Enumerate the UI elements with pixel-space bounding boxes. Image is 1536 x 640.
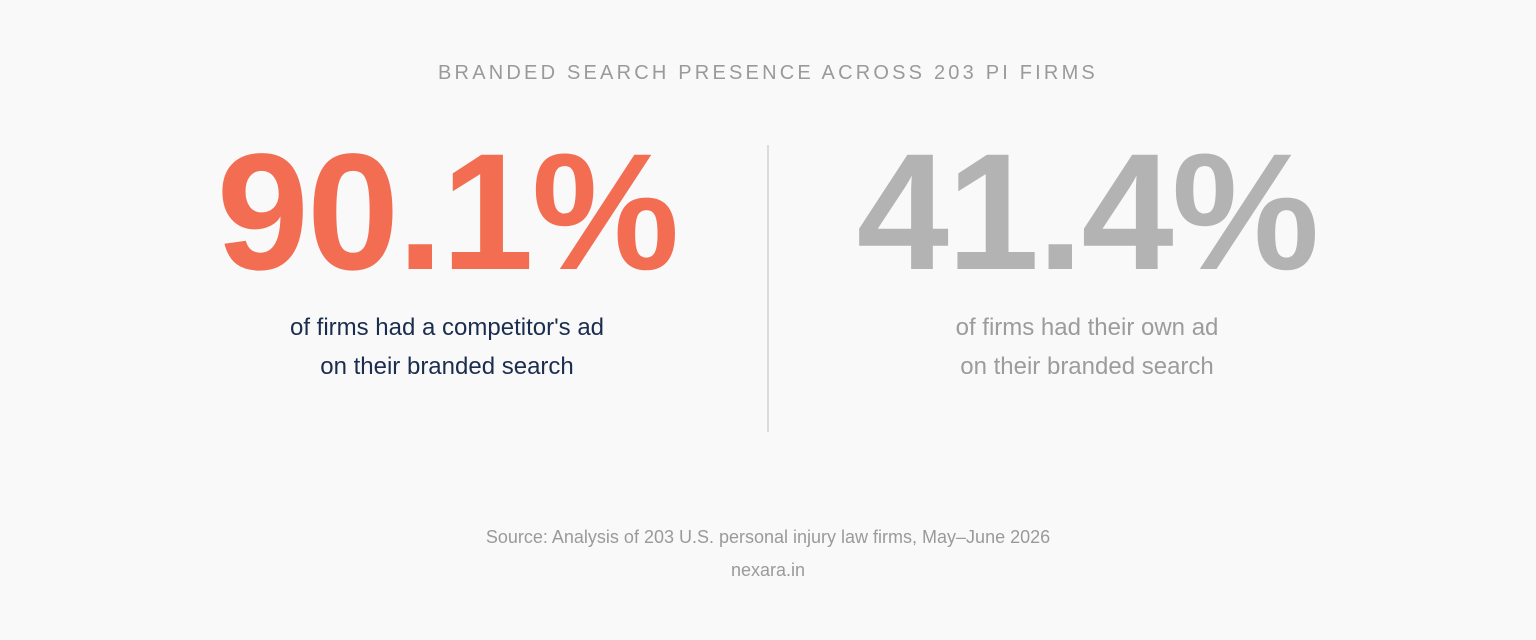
- description-line: of firms had a competitor's ad: [289, 314, 605, 341]
- source: Source: Analysis of 203 U.S. personal in…: [485, 527, 1051, 547]
- site: nexara.in: [730, 560, 806, 580]
- description-line: of firms had their own ad: [955, 314, 1219, 341]
- description-line: on their branded search: [960, 353, 1214, 380]
- stat-description: of firms had their own ad on their brand…: [767, 308, 1407, 386]
- stat-value: 41.4%: [856, 120, 1320, 305]
- stat-description: of firms had a competitor's ad on their …: [127, 308, 767, 386]
- stat-value: 90.1%: [216, 120, 680, 305]
- title: BRANDED SEARCH PRESENCE ACROSS 203 PI FI…: [438, 62, 1098, 84]
- description-line: on their branded search: [320, 353, 574, 380]
- divider: [767, 145, 769, 432]
